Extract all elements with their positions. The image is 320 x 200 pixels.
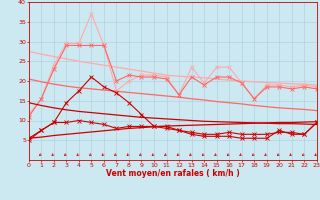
X-axis label: Vent moyen/en rafales ( km/h ): Vent moyen/en rafales ( km/h ) (106, 169, 240, 178)
